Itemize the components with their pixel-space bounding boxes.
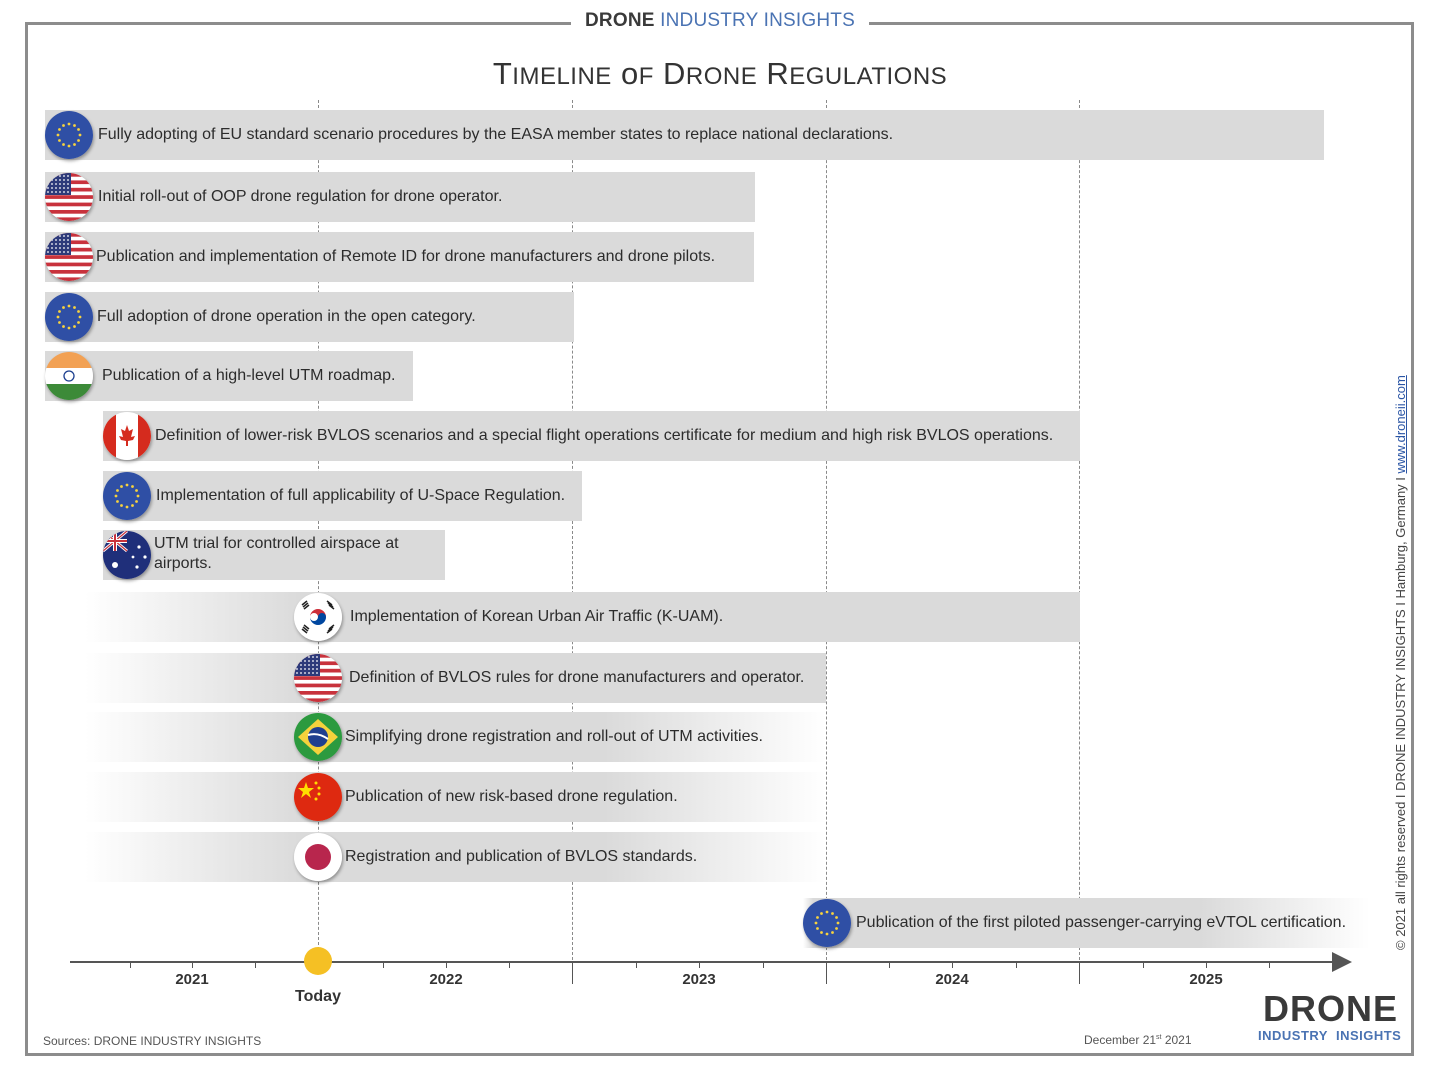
axis-minor-tick [130, 962, 131, 968]
timeline-bar [103, 411, 1080, 461]
timeline-event-label: Implementation of full applicability of … [156, 487, 566, 504]
timeline-bar [45, 110, 1324, 160]
timeline-bar [85, 653, 826, 703]
website-link[interactable]: www.droneii.com [1393, 375, 1408, 474]
timeline-event-label: Full adoption of drone operation in the … [97, 308, 476, 325]
header-brand-blue: INDUSTRY INSIGHTS [660, 10, 855, 31]
today-marker [304, 947, 332, 975]
timeline-bar [103, 530, 445, 580]
japan-flag-icon [294, 833, 342, 881]
logo-big: DRONE [1262, 988, 1398, 1029]
timeline-event-label: Publication of a high-level UTM roadmap. [102, 367, 396, 384]
sources-note: Sources: DRONE INDUSTRY INSIGHTS [43, 1034, 262, 1048]
side-copyright: © 2021 all rights reserved I DRONE INDUS… [1393, 375, 1408, 950]
x-tick-label: 2021 [175, 971, 209, 988]
timeline-event-label: Definition of lower-risk BVLOS scenarios… [155, 427, 1054, 444]
x-tick-label: 2025 [1189, 971, 1223, 988]
india-flag-icon [45, 352, 93, 400]
timeline-bar [45, 292, 574, 342]
x-axis [70, 961, 1335, 963]
timeline-bar [45, 232, 754, 282]
axis-minor-tick [255, 962, 256, 968]
axis-minor-tick [383, 962, 384, 968]
axis-major-tick [826, 962, 827, 984]
axis-major-tick [1079, 962, 1080, 984]
axis-minor-tick [1206, 962, 1207, 968]
gridline-2022-end [572, 100, 573, 960]
axis-minor-tick [509, 962, 510, 968]
header-brand: DRONE INDUSTRY INSIGHTS [0, 10, 1440, 32]
axis-minor-tick [192, 962, 193, 968]
logo-small: INDUSTRY INSIGHTS [1258, 1028, 1402, 1043]
eu-flag-icon [103, 472, 151, 520]
brazil-flag-icon [294, 713, 342, 761]
timeline-bar [45, 172, 755, 222]
axis-minor-tick [1269, 962, 1270, 968]
eu-flag-icon [45, 111, 93, 159]
date-year: 2021 [1161, 1033, 1192, 1047]
timeline-bar [85, 592, 1080, 642]
x-axis-arrow [1332, 952, 1352, 972]
gridline-2023-end [826, 100, 827, 960]
axis-minor-tick [889, 962, 890, 968]
timeline-event-label: Definition of BVLOS rules for drone manu… [349, 669, 805, 686]
axis-minor-tick [1143, 962, 1144, 968]
us-flag-icon [294, 654, 342, 702]
eu-flag-icon [45, 293, 93, 341]
axis-minor-tick [1016, 962, 1017, 968]
timeline-bar [85, 712, 826, 762]
us-flag-icon [45, 173, 93, 221]
timeline-bar [45, 351, 413, 401]
axis-minor-tick [636, 962, 637, 968]
timeline-event-label: Implementation of Korean Urban Air Traff… [350, 608, 724, 625]
eu-flag-icon [803, 899, 851, 947]
timeline-bar [803, 898, 1370, 948]
x-tick-label: 2024 [935, 971, 969, 988]
timeline-event-label: Simplifying drone registration and roll-… [345, 728, 763, 745]
side-copyright-text: © 2021 all rights reserved I DRONE INDUS… [1393, 473, 1408, 950]
gridline-2024-end [1079, 100, 1080, 960]
chart-title: TIMELINE oF DRONE REGULATIONS [492, 56, 948, 91]
axis-minor-tick [446, 962, 447, 968]
axis-major-tick [572, 962, 573, 984]
timeline-event-label: Publication of new risk-based drone regu… [345, 788, 678, 805]
publish-date: December 21st 2021 [1084, 1033, 1192, 1047]
timeline-event-label: Initial roll-out of OOP drone regulation… [98, 188, 503, 205]
us-flag-icon [45, 233, 93, 281]
korea-flag-icon [294, 593, 342, 641]
date-main: December 21 [1084, 1033, 1157, 1047]
axis-minor-tick [952, 962, 953, 968]
timeline-event-label: UTM trial for controlled airspace at air… [154, 535, 399, 572]
timeline-event-label: Publication of the first piloted passeng… [856, 914, 1347, 931]
today-label: Today [295, 988, 341, 1005]
x-tick-label: 2023 [682, 971, 716, 988]
timeline-bar [103, 471, 582, 521]
australia-flag-icon [103, 531, 151, 579]
timeline-event-label: Registration and publication of BVLOS st… [345, 848, 698, 865]
timeline-bar [85, 832, 826, 882]
timeline-bar [85, 772, 826, 822]
china-flag-icon [294, 773, 342, 821]
header-brand-dark: DRONE [585, 10, 655, 31]
timeline-event-label: Publication and implementation of Remote… [96, 248, 716, 265]
x-tick-label: 2022 [429, 971, 463, 988]
axis-minor-tick [699, 962, 700, 968]
date-sup: st [1156, 1034, 1162, 1041]
canada-flag-icon [103, 412, 151, 460]
brand-logo: DRONE INDUSTRY INSIGHTS [1258, 988, 1402, 1044]
axis-minor-tick [763, 962, 764, 968]
timeline-event-label: Fully adopting of EU standard scenario p… [98, 126, 894, 143]
